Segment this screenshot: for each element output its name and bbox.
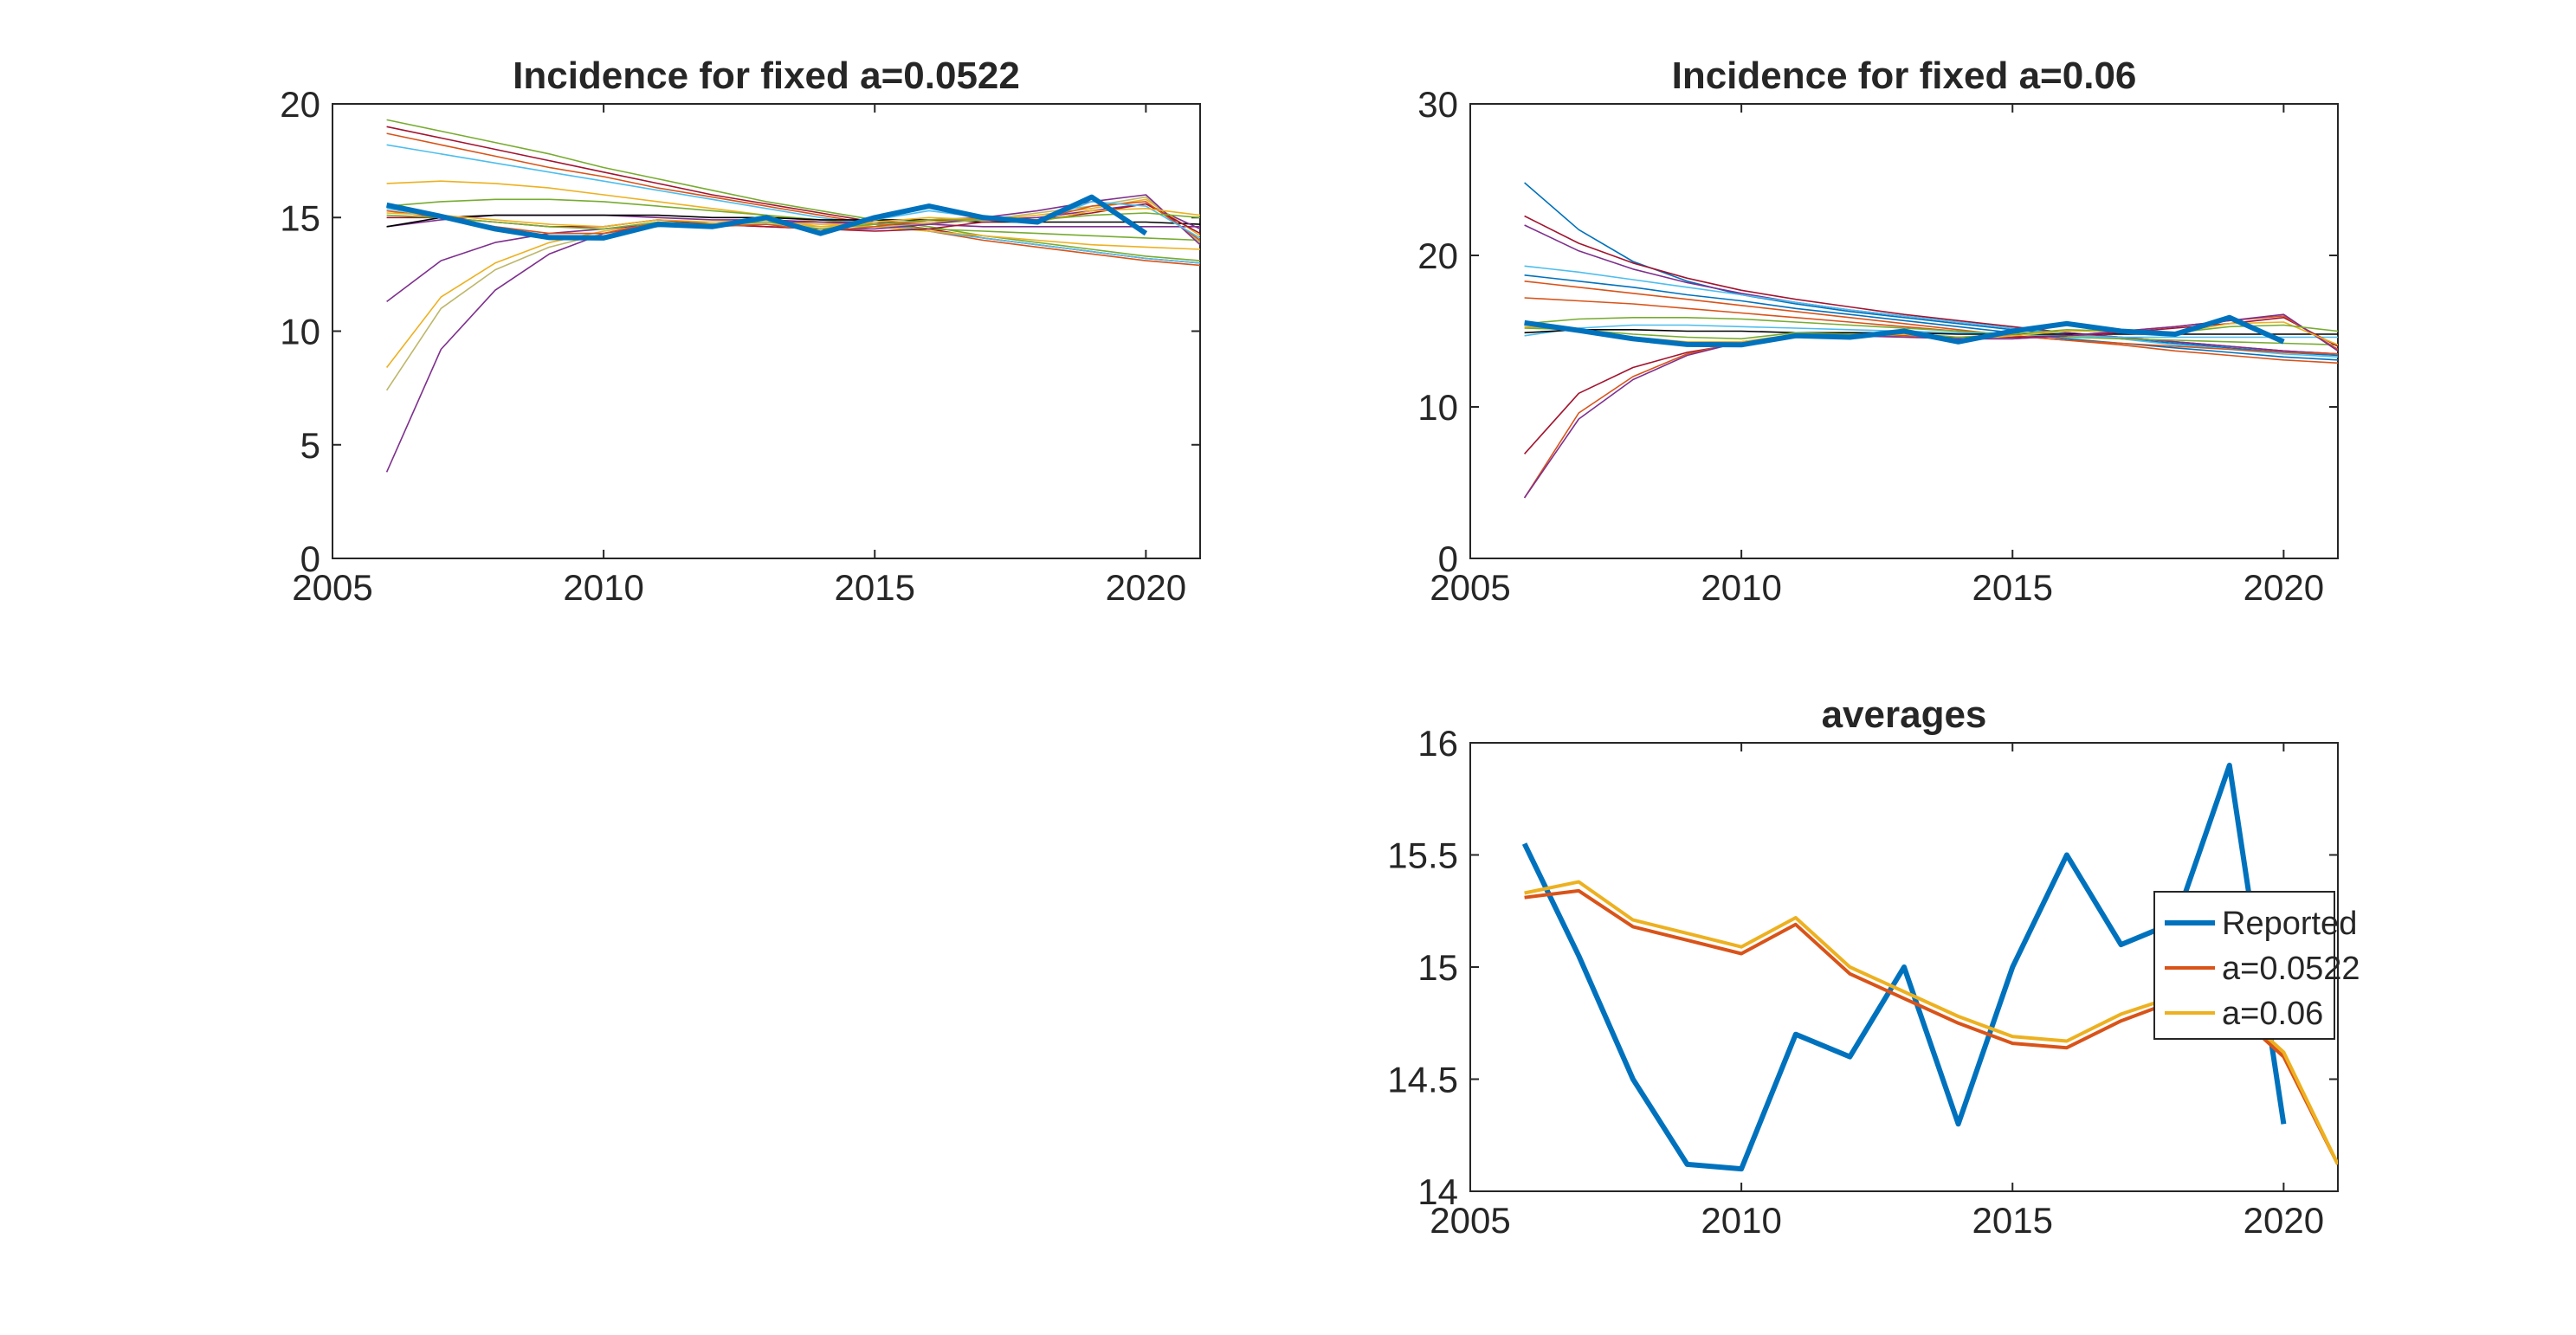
panel-a0522-series-line-6 [386,198,1200,242]
panel-a0522-xtick-label: 2010 [563,567,643,608]
panel-a0522-series-line-3 [386,132,1200,267]
legend: Reported a=0.0522 a=0.06 [2153,891,2360,1040]
panel-a06-series-line-10 [1524,329,2338,335]
panel-averages-xtick-label: 2005 [1430,1200,1510,1241]
panel-a0522-series-line-1 [386,119,1200,261]
panel-a0522-series-line-9 [386,203,1200,303]
legend-label-2: a=0.06 [2222,996,2323,1032]
panel-averages-ytick-label: 14 [1417,1171,1458,1212]
panel-a06-ytick-label: 30 [1417,84,1458,125]
panel-a0522-ytick-label: 0 [300,539,320,579]
panel-a06-xtick-label: 2015 [1972,567,2053,608]
panel-a0522-xtick-label: 2005 [292,567,372,608]
averages-axes: averages 2005 2010 2015 2020 14 14.5 15 15.5 16 Re… [1387,693,2360,1241]
legend-label-0: Reported [2222,906,2357,942]
panel-a0522-ytick-label: 10 [280,312,320,352]
panel-averages-xtick-label: 2010 [1701,1200,1781,1241]
panel-averages-ytick-label: 15 [1417,947,1458,988]
panel-a06-series-line-5 [1524,274,2338,361]
panel-a06-series-line-6 [1524,281,2338,364]
panel-a0522-plot-area [332,103,1201,559]
panel-a06-series-line-9 [1524,324,2338,339]
panel-a0522-series-line-4 [386,144,1200,264]
panel-a06-series-line-4 [1524,265,2338,358]
panel-averages-ytick-label: 14.5 [1387,1060,1458,1100]
panel-a0522-series-line-8 [386,214,1200,228]
panel-averages-xtick-label: 2020 [2244,1200,2324,1241]
panel-a06-series-group [1523,182,2338,499]
panel-a06-ytick-label: 20 [1417,235,1458,276]
panel-a0522-ytick-label: 20 [280,84,320,125]
panel-a06-ytick-label: 0 [1438,539,1458,579]
legend-label-1: a=0.0522 [2222,951,2360,987]
panel-a0522-series-line-0 [385,194,1148,241]
panel-a0522-ytick-label: 15 [280,197,320,238]
panel-a06-series-line-7 [1524,297,2338,355]
panel-a06-xtick-label: 2005 [1430,567,1510,608]
panel-averages-title: averages [1822,693,1987,736]
panel-averages-xtick-label: 2015 [1972,1200,2053,1241]
panel-a06-series-line-0 [1524,314,2285,348]
panel-a0522-series-group [385,119,1200,473]
panel-a06-ytick-label: 10 [1417,387,1458,428]
panel-a0522-title: Incidence for fixed a=0.0522 [513,55,1020,97]
panel-a0522-xtick-label: 2020 [1106,567,1186,608]
panel-a06-series-line-8 [1524,317,2338,346]
panel-a0522-xtick-label: 2015 [835,567,915,608]
panel-averages-ytick-label: 15.5 [1387,835,1458,876]
panel-averages-ytick-label: 16 [1417,723,1458,764]
panel-a06-xtick-label: 2010 [1701,567,1781,608]
panel-a0522-ytick-label: 5 [300,425,320,466]
panel-a06-title: Incidence for fixed a=0.06 [1672,55,2137,97]
panel-a06-xtick-label: 2020 [2244,567,2324,608]
panel-a06-series-line-1 [1524,182,2338,357]
